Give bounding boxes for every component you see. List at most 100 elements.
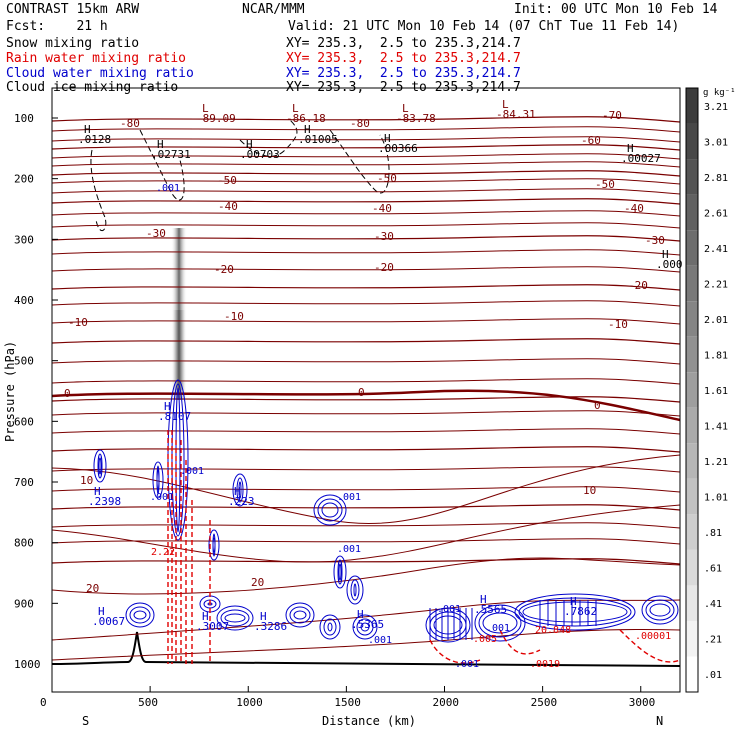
- colorbar-label: .41: [704, 599, 722, 610]
- contour-label: .001: [156, 183, 180, 194]
- isotherm-label: -10: [224, 310, 244, 323]
- cloud-water-contour: [129, 606, 151, 624]
- isotherm-label: -50: [217, 174, 237, 187]
- colorbar-label: 2.61: [704, 208, 728, 219]
- cloud-water-contour: [152, 461, 164, 499]
- contour-label: 20.848: [535, 625, 571, 636]
- contour-label: .001: [437, 604, 461, 615]
- isotherm-line-lower: [51, 557, 681, 595]
- colorbar-label: .61: [704, 564, 722, 575]
- y-tick-label: 700: [14, 476, 34, 489]
- contour-label: .001: [486, 623, 510, 634]
- org-label: NCAR/MMM: [242, 2, 305, 17]
- colorbar-label: 2.81: [704, 173, 728, 184]
- contour-label: .001: [180, 466, 204, 477]
- cloud-water-contour: [518, 597, 632, 627]
- colorbar-segment: [686, 123, 698, 160]
- cloud-water-contour: [236, 477, 244, 503]
- y-tick-label: 1000: [14, 658, 41, 671]
- extremum-value: .5365: [351, 618, 384, 631]
- isotherm-line-lower: [51, 628, 681, 661]
- contour-label: .001: [337, 492, 361, 503]
- colorbar-label: 1.81: [704, 350, 728, 361]
- cloud-water-contour: [125, 602, 155, 628]
- colorbar-segment: [686, 372, 698, 408]
- cloud-water-contour: [97, 453, 103, 479]
- field-xy-snow: XY= 235.3, 2.5 to 235.3,214.7: [286, 36, 521, 51]
- isotherm-line: [51, 249, 681, 256]
- isotherm-line: [51, 446, 681, 453]
- isotherm-label: 0: [64, 387, 71, 400]
- extremum-kind: H: [84, 123, 91, 136]
- x-tick-label: 1000: [236, 696, 263, 709]
- isotherm-label: -30: [374, 230, 394, 243]
- cloud-water-contour: [289, 606, 311, 624]
- extremum-value: .3286: [254, 620, 287, 633]
- isotherm-label: -40: [218, 200, 238, 213]
- isotherm-line: [51, 486, 681, 493]
- model-title: CONTRAST 15km ARW: [6, 2, 140, 17]
- isotherm-line: [51, 558, 681, 565]
- isotherm-label: 20: [86, 582, 99, 595]
- cloud-water-contour: [337, 559, 343, 585]
- isotherm-line: [51, 300, 681, 307]
- extremum-kind: H: [94, 485, 101, 498]
- contour-label: .001: [368, 635, 392, 646]
- isotherm-label: -80: [120, 117, 140, 130]
- y-tick-label: 500: [14, 355, 34, 368]
- x-axis-label: Distance (km): [322, 714, 416, 728]
- extremum-value: .000: [656, 258, 683, 271]
- cloud-water-contour: [171, 383, 185, 537]
- colorbar-label: .81: [704, 528, 722, 539]
- colorbar-label: 1.61: [704, 386, 728, 397]
- isotherm-label: 20: [251, 576, 264, 589]
- cloud-water-contour: [238, 481, 242, 499]
- south-label: S: [82, 714, 89, 728]
- cloud-water-contour: [474, 604, 526, 642]
- cloud-water-contour: [313, 494, 347, 526]
- isotherm-label: -40: [624, 202, 644, 215]
- colorbar-segment: [686, 478, 698, 515]
- cloud-water-contour: [514, 593, 636, 631]
- cloud-water-contour: [338, 563, 342, 581]
- isotherm-line: [51, 428, 681, 435]
- isotherm-label: -30: [645, 234, 665, 247]
- isotherm-line: [51, 522, 681, 529]
- colorbar-label: .21: [704, 635, 722, 646]
- isotherm-label: -50: [595, 178, 615, 191]
- cloud-water-contour: [232, 473, 248, 507]
- isotherm-line: [51, 338, 681, 345]
- y-tick-label: 900: [14, 597, 34, 610]
- colorbar-segment: [686, 443, 698, 479]
- cloud-water-contour: [522, 601, 628, 623]
- colorbar-segment: [686, 336, 698, 373]
- cloud-water-contour: [212, 537, 216, 553]
- isotherm-line: [51, 504, 681, 511]
- rain-water-contour: [619, 629, 681, 663]
- extremum-value: .2398: [88, 495, 121, 508]
- x-tick-label: 0: [40, 696, 47, 709]
- extremum-kind: H: [234, 485, 241, 498]
- isotherm-line: [51, 153, 681, 160]
- extremum-value: .00366: [378, 142, 418, 155]
- field-xy-rain: XY= 235.3, 2.5 to 235.3,214.7: [286, 51, 521, 66]
- colorbar-segment: [686, 230, 698, 266]
- y-tick-label: 800: [14, 537, 34, 550]
- colorbar-frame: [685, 87, 699, 693]
- snow-plume-core: [172, 310, 186, 390]
- isotherm-label: -10: [608, 318, 628, 331]
- field-name-rain: Rain water mixing ratio: [6, 51, 187, 66]
- extremum-kind: H: [570, 595, 577, 608]
- cloud-water-contour: [649, 603, 671, 617]
- cloud-ice-contour: [139, 129, 185, 201]
- colorbar-segment: [686, 159, 698, 195]
- x-tick-label: 3000: [629, 696, 656, 709]
- colorbar-label: 2.01: [704, 315, 728, 326]
- extremum-value: .01005: [298, 133, 338, 146]
- contour-label: .001: [337, 544, 361, 555]
- colorbar-segment: [686, 549, 698, 586]
- isotherm-line: [51, 116, 681, 123]
- north-label: N: [656, 714, 663, 728]
- isotherm-label: -30: [146, 227, 166, 240]
- contour-label: .001: [455, 659, 479, 670]
